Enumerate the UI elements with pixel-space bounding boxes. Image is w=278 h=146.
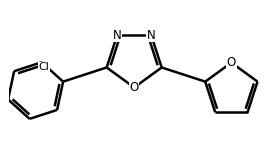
Text: O: O bbox=[130, 81, 139, 94]
Text: Cl: Cl bbox=[39, 62, 49, 72]
Text: N: N bbox=[147, 29, 156, 42]
Text: O: O bbox=[227, 56, 236, 69]
Text: N: N bbox=[113, 29, 121, 42]
